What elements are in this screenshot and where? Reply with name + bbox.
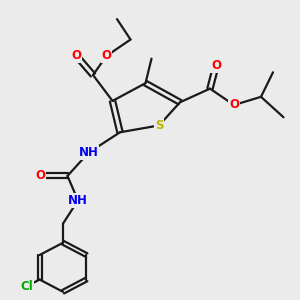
Text: O: O bbox=[229, 98, 239, 112]
Text: O: O bbox=[71, 50, 82, 62]
Text: NH: NH bbox=[79, 146, 98, 159]
Text: NH: NH bbox=[68, 194, 88, 207]
Text: O: O bbox=[35, 169, 46, 182]
Text: S: S bbox=[155, 119, 163, 132]
Text: O: O bbox=[211, 59, 221, 72]
Text: O: O bbox=[101, 50, 112, 62]
Text: Cl: Cl bbox=[20, 280, 33, 293]
